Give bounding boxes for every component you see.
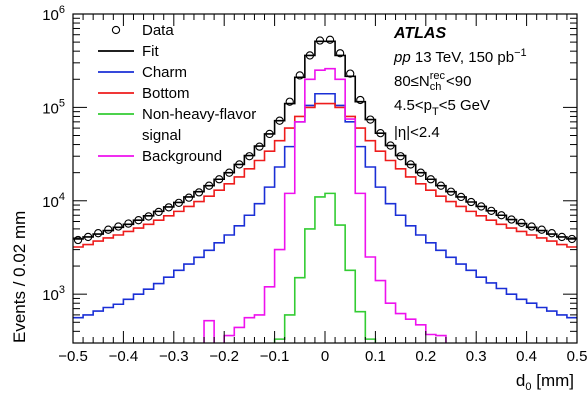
series-fit-line: [73, 40, 577, 240]
legend: Data Fit Charm Bottom Non-heavy-flavor signal…: [98, 22, 256, 165]
legend-label: Fit: [142, 43, 159, 60]
x-tick-label: 0.3: [466, 348, 487, 365]
x-tick-label: −0.3: [159, 348, 189, 365]
legend-label: Charm: [142, 64, 187, 81]
data-point: [73, 235, 83, 245]
run-conditions-label: pp 13 TeV, 150 pb−1: [393, 47, 527, 66]
ticks-layer: [72, 13, 578, 344]
x-tick-label: −0.1: [260, 348, 290, 365]
data-point: [335, 49, 345, 58]
x-tick-label: 0: [321, 348, 329, 365]
data-point: [537, 225, 546, 234]
legend-marker: [111, 25, 121, 35]
x-tick-label: −0.4: [109, 348, 139, 365]
legend-label-continued: signal: [142, 127, 181, 144]
x-tick-label: 0.1: [365, 348, 386, 365]
data-point: [285, 97, 294, 106]
x-tick-label: −0.5: [58, 348, 88, 365]
y-tick-label: 103: [42, 284, 65, 304]
legend-label: Data: [142, 22, 174, 39]
pt-range-label: 4.5<pT<5 GeV: [394, 97, 490, 118]
data-point: [295, 71, 304, 80]
data-point: [325, 35, 335, 44]
data-point: [547, 229, 556, 238]
tick-labels: −0.5 −0.4 −0.3 −0.2 −0.1 0 0.1 0.2 0.3 0.4 0.5 103 1…: [42, 4, 587, 365]
x-tick-label: 0.5: [567, 348, 588, 365]
data-point: [94, 229, 103, 238]
series-background-line: [203, 67, 447, 343]
data-point: [346, 69, 355, 78]
legend-label: Non-heavy-flavor: [142, 106, 256, 123]
legend-label: Bottom: [142, 85, 190, 102]
series-non-heavy-flavor-signal-line: [273, 192, 377, 343]
y-tick-label: 105: [42, 97, 65, 117]
experiment-label: ATLAS: [393, 25, 446, 42]
x-tick-label: 0.4: [516, 348, 537, 365]
annotations: ATLAS pp 13 TeV, 150 pb−1 80≤Nrec ch <90 4…: [393, 25, 527, 141]
data-point: [356, 95, 365, 105]
data-point: [104, 225, 113, 234]
y-tick-label: 104: [42, 191, 65, 211]
y-axis-title: Events / 0.02 mm: [10, 211, 29, 343]
series-layer: [73, 35, 577, 343]
x-tick-label: −0.2: [209, 348, 239, 365]
x-axis-title: d0 [mm]: [516, 371, 574, 393]
y-tick-label: 106: [42, 4, 65, 24]
series-bottom-line: [73, 102, 577, 248]
series-charm-line: [73, 92, 577, 319]
x-tick-label: 0.2: [415, 348, 436, 365]
eta-range-label: |η|<2.4: [394, 124, 440, 141]
multiplicity-label: 80≤Nrec ch <90: [394, 70, 471, 93]
legend-label: Background: [142, 148, 222, 165]
